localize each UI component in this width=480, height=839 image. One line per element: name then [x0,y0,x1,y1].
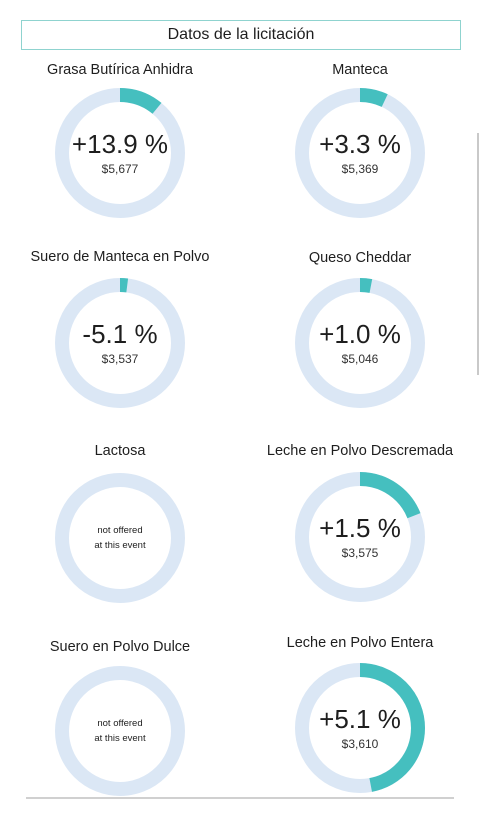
product-name: Grasa Butírica Anhidra [47,62,193,78]
product-name: Leche en Polvo Entera [286,635,434,651]
donut-chart: +1.0 % $5,046 [295,278,425,408]
divider [26,797,454,799]
donut-center: +1.0 % $5,046 [295,278,425,408]
not-offered-note: not offered [97,718,143,729]
donut-arc [295,278,425,408]
change-percent: -5.1 % [82,319,158,349]
donut-center: +5.1 % $3,610 [295,663,425,793]
price-value: $3,610 [341,737,379,751]
change-percent: +1.5 % [319,513,401,543]
donut-svg [295,663,425,793]
donut-svg [295,88,425,218]
donut-center: +1.5 % $3,575 [295,472,425,602]
donut-arc [295,88,425,218]
donut-chart: -5.1 % $3,537 [55,278,185,408]
donut-svg [295,472,425,602]
price-value: $5,677 [101,162,139,176]
donut-arc [55,278,185,408]
donut-svg [295,278,425,408]
not-offered-note: at this event [94,733,146,744]
product-name: Suero en Polvo Dulce [49,639,191,655]
price-value: $5,369 [341,162,379,176]
product-card-leche-entera: Leche en Polvo Entera +5.1 % $3,610 [240,635,480,835]
price-value: $5,046 [341,352,379,366]
change-percent: +5.1 % [319,704,401,734]
donut-center: +13.9 % $5,677 [55,88,185,218]
product-card-queso-cheddar: Queso Cheddar +1.0 % $5,046 [240,250,480,450]
change-percent: +1.0 % [319,319,401,349]
price-value: $3,575 [341,546,379,560]
donut-center: not offered at this event [55,666,185,796]
product-card-manteca: Manteca +3.3 % $5,369 [240,62,480,262]
donut-chart: +3.3 % $5,369 [295,88,425,218]
product-name: Manteca [332,62,388,78]
not-offered-note: not offered [97,525,143,536]
donut-center: not offered at this event [55,473,185,603]
donut-chart: not offered at this event [55,666,185,796]
not-offered-note: at this event [94,540,146,551]
donut-svg [55,473,185,603]
page-title: Datos de la licitación [21,20,461,50]
donut-center: +3.3 % $5,369 [295,88,425,218]
donut-arc [295,472,425,602]
donut-chart: +1.5 % $3,575 [295,472,425,602]
donut-chart: +13.9 % $5,677 [55,88,185,218]
product-card-suero-manteca: Suero de Manteca en Polvo -5.1 % $3,537 [0,249,240,449]
donut-center: -5.1 % $3,537 [55,278,185,408]
price-value: $3,537 [101,352,139,366]
donut-track [55,666,185,796]
scrollbar-track[interactable] [477,133,479,375]
product-card-grasa: Grasa Butírica Anhidra +13.9 % $5,677 [0,62,240,262]
change-percent: +13.9 % [71,129,169,159]
donut-arc [295,663,425,793]
product-name: Suero de Manteca en Polvo [30,249,210,265]
product-name: Lactosa [94,443,146,459]
donut-track [55,473,185,603]
donut-svg [55,278,185,408]
donut-arc [55,88,185,218]
change-percent: +3.3 % [319,129,401,159]
product-name: Queso Cheddar [308,250,412,266]
donut-svg [55,666,185,796]
product-card-suero-dulce: Suero en Polvo Dulce not offered at this… [0,639,240,839]
donut-svg [55,88,185,218]
donut-chart: +5.1 % $3,610 [295,663,425,793]
donut-chart: not offered at this event [55,473,185,603]
product-name: Leche en Polvo Descremada [266,443,454,459]
product-card-lactosa: Lactosa not offered at this event [0,443,240,643]
product-card-leche-descremada: Leche en Polvo Descremada +1.5 % $3,575 [240,443,480,643]
page-title-text: Datos de la licitación [167,26,315,43]
